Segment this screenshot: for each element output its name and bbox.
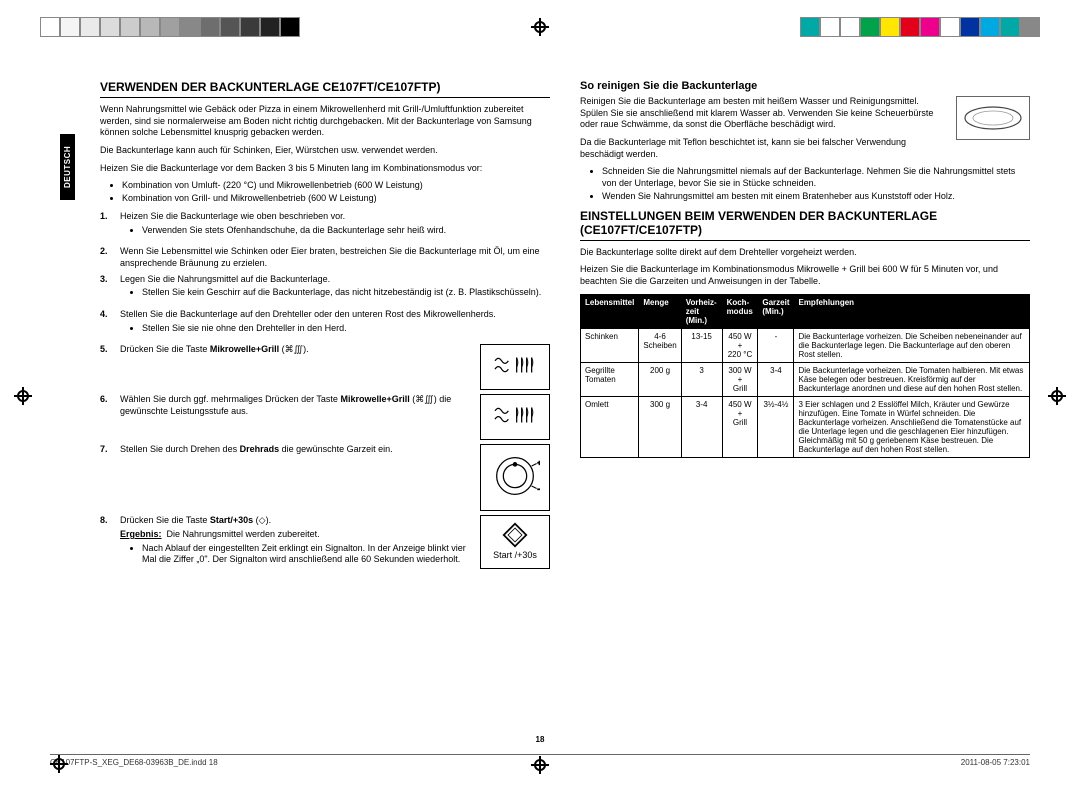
intro-text-2: Die Backunterlage kann auch für Schinken… [100, 145, 550, 157]
table-intro-1: Die Backunterlage sollte direkt auf dem … [580, 247, 1030, 259]
right-column: So reinigen Sie die Backunterlage Reinig… [580, 80, 1030, 722]
clean-heading: So reinigen Sie die Backunterlage [580, 80, 1030, 92]
cooking-table: LebensmittelMengeVorheiz-zeit (Min.)Koch… [580, 294, 1030, 458]
clean-text-2: Da die Backunterlage mit Teflon beschich… [580, 137, 1030, 160]
start-icon: Start /+30s [480, 515, 550, 569]
print-footer: CE107FTP-S_XEG_DE68-03963B_DE.indd 18 20… [50, 754, 1030, 776]
table-header: Empfehlungen [794, 294, 1030, 328]
settings-heading: Einstellungen beim Verwenden der Backunt… [580, 209, 1030, 241]
left-column: Verwenden der Backunterlage CE107FT/CE10… [100, 80, 550, 722]
page-number: 18 [536, 735, 545, 744]
step-item: 4.Stellen Sie die Backunterlage auf den … [100, 309, 550, 340]
step-list: 1.Heizen Sie die Backunterlage wie oben … [100, 211, 550, 572]
preheat-item: Kombination von Grill- und Mikrowellenbe… [122, 193, 550, 205]
table-header: Koch-modus [722, 294, 758, 328]
table-header: Menge [639, 294, 681, 328]
plate-illustration [956, 96, 1030, 140]
preheat-item: Kombination von Umluft- (220 °C) und Mik… [122, 180, 550, 192]
dial-icon: +- [480, 444, 550, 512]
table-header: Vorheiz-zeit (Min.) [681, 294, 722, 328]
intro-text: Wenn Nahrungsmittel wie Gebäck oder Pizz… [100, 104, 550, 139]
step-item: 8.Drücken Sie die Taste Start/+30s (◇).E… [100, 515, 550, 572]
step-item: 6.Wählen Sie durch ggf. mehrmaliges Drüc… [100, 394, 550, 440]
table-row: Omlett300 g3-4450 W +Grill3½-4½3 Eier sc… [581, 396, 1030, 457]
preheat-list: Kombination von Umluft- (220 °C) und Mik… [100, 180, 550, 204]
wave-icon [480, 344, 550, 390]
footer-date: 2011-08-05 7:23:01 [961, 758, 1030, 776]
language-tab: DEUTSCH [60, 134, 75, 200]
step-item: 5.Drücken Sie die Taste Mikrowelle+Grill… [100, 344, 550, 390]
table-intro-2: Heizen Sie die Backunterlage im Kombinat… [580, 264, 1030, 287]
clean-bullets: Schneiden Sie die Nahrungsmittel niemals… [580, 166, 1030, 202]
registration-mark-icon [531, 18, 549, 36]
registration-mark-icon [14, 387, 32, 405]
registration-mark-icon [1048, 387, 1066, 405]
footer-filename: CE107FTP-S_XEG_DE68-03963B_DE.indd 18 [50, 758, 218, 776]
wave-icon [480, 394, 550, 440]
step-item: 7.Stellen Sie durch Drehen des Drehrads … [100, 444, 550, 512]
registration-mark-icon [580, 758, 598, 776]
table-row: GegrillteTomaten200 g3300 W +Grill3-4Die… [581, 362, 1030, 396]
step-item: 3.Legen Sie die Nahrungsmittel auf die B… [100, 274, 550, 305]
svg-text:+: + [538, 460, 541, 467]
left-heading: Verwenden der Backunterlage CE107FT/CE10… [100, 80, 550, 98]
svg-text:-: - [538, 486, 540, 493]
table-header: Lebensmittel [581, 294, 639, 328]
step-item: 2.Wenn Sie Lebensmittel wie Schinken ode… [100, 246, 550, 269]
clean-item: Schneiden Sie die Nahrungsmittel niemals… [602, 166, 1030, 189]
table-header: Garzeit(Min.) [758, 294, 794, 328]
step-item: 1.Heizen Sie die Backunterlage wie oben … [100, 211, 550, 242]
clean-item: Wenden Sie Nahrungsmittel am besten mit … [602, 191, 1030, 203]
preheat-text: Heizen Sie die Backunterlage vor dem Bac… [100, 163, 550, 175]
table-row: Schinken4-6Scheiben13-15450 W +220 °C-Di… [581, 328, 1030, 362]
